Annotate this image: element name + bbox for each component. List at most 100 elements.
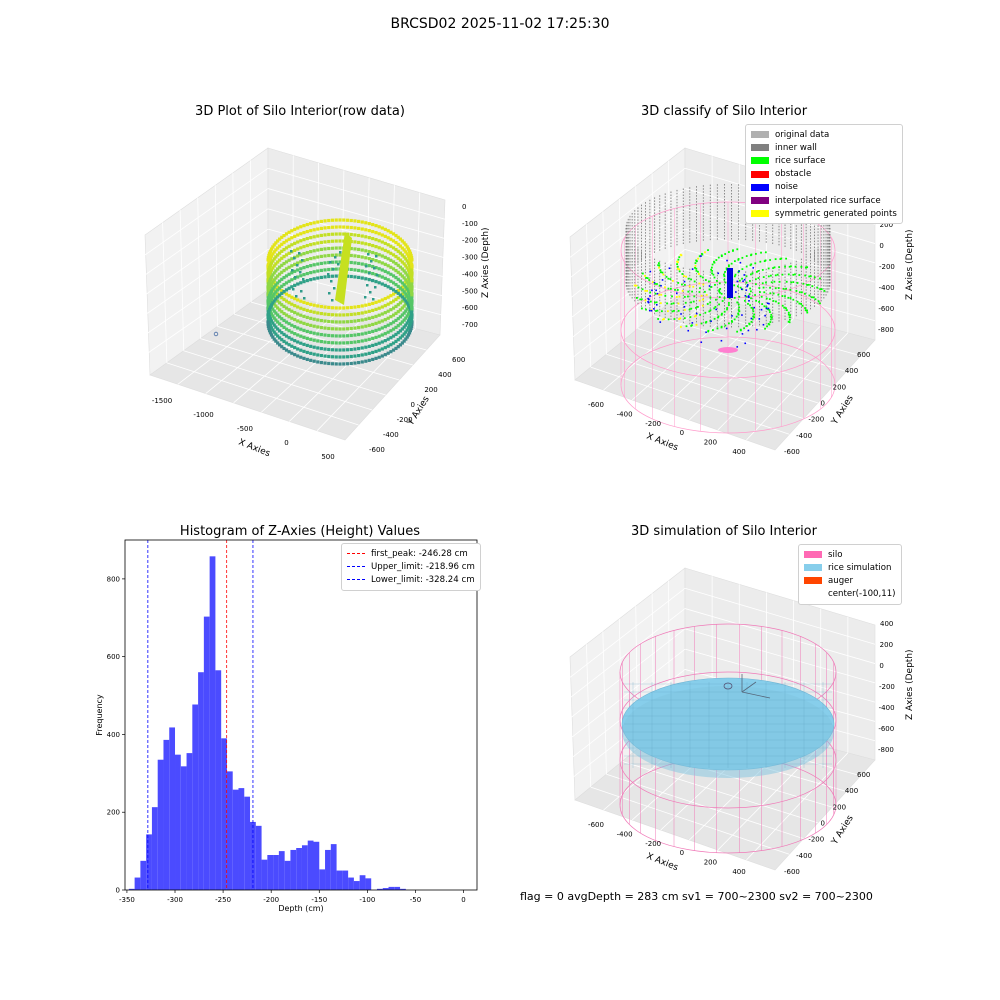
raw-data-point [268, 270, 273, 274]
raw-data-point [374, 300, 378, 304]
rice-surface-point [762, 286, 765, 289]
rice-surface-point [733, 284, 736, 287]
rice-surface-point [723, 297, 726, 299]
raw-data-point [386, 236, 390, 240]
rice-surface-point [769, 311, 771, 313]
raw-data-point [396, 345, 400, 349]
raw-data-point [389, 308, 393, 312]
raw-data-point [267, 260, 271, 265]
histogram-bar [151, 807, 158, 890]
noise-point [762, 323, 765, 326]
raw-data-point [334, 218, 338, 222]
rice-surface-point [770, 313, 773, 316]
symmetric-generated-point [679, 317, 682, 320]
grid-line [569, 648, 686, 740]
rice-surface-point [817, 300, 820, 303]
grid-line [684, 208, 876, 264]
raw-data-point [290, 285, 294, 289]
raw-data-point [353, 319, 357, 323]
raw-data-point [405, 252, 409, 256]
raw-data-point [305, 271, 309, 276]
noise-point [649, 295, 651, 297]
raw-data-point [302, 328, 306, 332]
raw-data-point [266, 305, 270, 309]
raw-data-point [274, 276, 278, 280]
raw-data-point [386, 243, 390, 247]
rice-surface-point [737, 312, 740, 315]
rice-surface-point [819, 302, 821, 305]
raw-data-point [368, 272, 371, 275]
rice-surface-point [774, 258, 777, 261]
raw-data-point [312, 359, 316, 363]
raw-data-point [319, 268, 323, 273]
raw-x-tick-label: 0 [284, 439, 288, 447]
raw-data-point [280, 289, 284, 293]
simulation-legend-swatch [804, 591, 822, 598]
raw-data-point [302, 231, 306, 235]
histogram-legend-label: first_peak: -246.28 cm [371, 548, 468, 559]
raw-data-point [316, 346, 320, 350]
raw-data-point [409, 253, 413, 258]
noise-point [651, 289, 653, 292]
rice-surface-point [673, 318, 676, 320]
raw-data-point [271, 307, 275, 311]
raw-data-point [331, 299, 334, 302]
noise-point [740, 288, 743, 291]
histogram-bar [394, 886, 401, 890]
raw-data-point [312, 235, 316, 239]
histogram-legend-item: Lower_limit: -328.24 cm [347, 573, 475, 586]
raw-data-point [276, 281, 280, 285]
classify-legend-label: noise [775, 182, 798, 193]
raw-data-point [274, 241, 278, 245]
noise-point [746, 285, 748, 288]
raw-data-point [371, 271, 375, 276]
raw-data-point [374, 224, 378, 228]
rice-surface-point [789, 288, 792, 291]
rice-surface-point [743, 327, 746, 330]
noise-point [745, 289, 748, 291]
raw-data-point [342, 313, 346, 317]
classify-y-tick-label: -400 [796, 432, 812, 440]
simulation-x-tick-label: -400 [617, 830, 633, 838]
rice-surface-point [736, 301, 739, 304]
raw-data-point [405, 335, 409, 339]
raw-data-point [316, 353, 320, 357]
raw-data-point [391, 267, 396, 271]
raw-data-point [371, 343, 375, 348]
classify-plot-title: 3D classify of Silo Interior [640, 104, 808, 119]
raw-data-point [269, 289, 274, 293]
classify-3d-plot: -600-400-20002004006004002000-200-400-60… [569, 147, 915, 456]
rice-surface-point [763, 260, 766, 263]
raw-data-point [305, 222, 309, 227]
histogram-legend-item: first_peak: -246.28 cm [347, 547, 475, 560]
raw-z-axis-label: Z Axies (Depth) [481, 227, 491, 298]
raw-data-point [267, 279, 272, 283]
raw-data-point [309, 236, 313, 240]
raw-data-point [327, 267, 331, 272]
raw-data-point [312, 270, 316, 274]
raw-data-point [305, 257, 309, 262]
raw-data-point [345, 362, 350, 366]
rice-surface-point [720, 313, 723, 316]
raw-data-point [383, 262, 387, 266]
raw-data-point [284, 281, 289, 285]
raw-data-point [406, 296, 411, 300]
raw-data-point [267, 326, 271, 331]
rice-surface-point [720, 325, 723, 328]
raw-data-point [345, 341, 350, 345]
raw-data-point [374, 314, 378, 318]
symmetric-generated-point [635, 284, 638, 287]
simulation-z-tick-label: -200 [879, 683, 895, 691]
raw-x-tick-label: -1500 [152, 397, 172, 405]
raw-data-point [371, 308, 375, 313]
rice-surface-point [724, 324, 727, 327]
raw-data-point [383, 325, 387, 329]
raw-data-point [272, 309, 276, 313]
raw-data-point [274, 304, 278, 308]
rice-surface-point [757, 277, 760, 280]
classify-z-tick-label: -200 [879, 263, 895, 271]
histogram-bar [382, 888, 389, 890]
raw-data-point [383, 248, 387, 252]
raw-data-point [293, 262, 297, 266]
raw-data-point [316, 269, 320, 273]
